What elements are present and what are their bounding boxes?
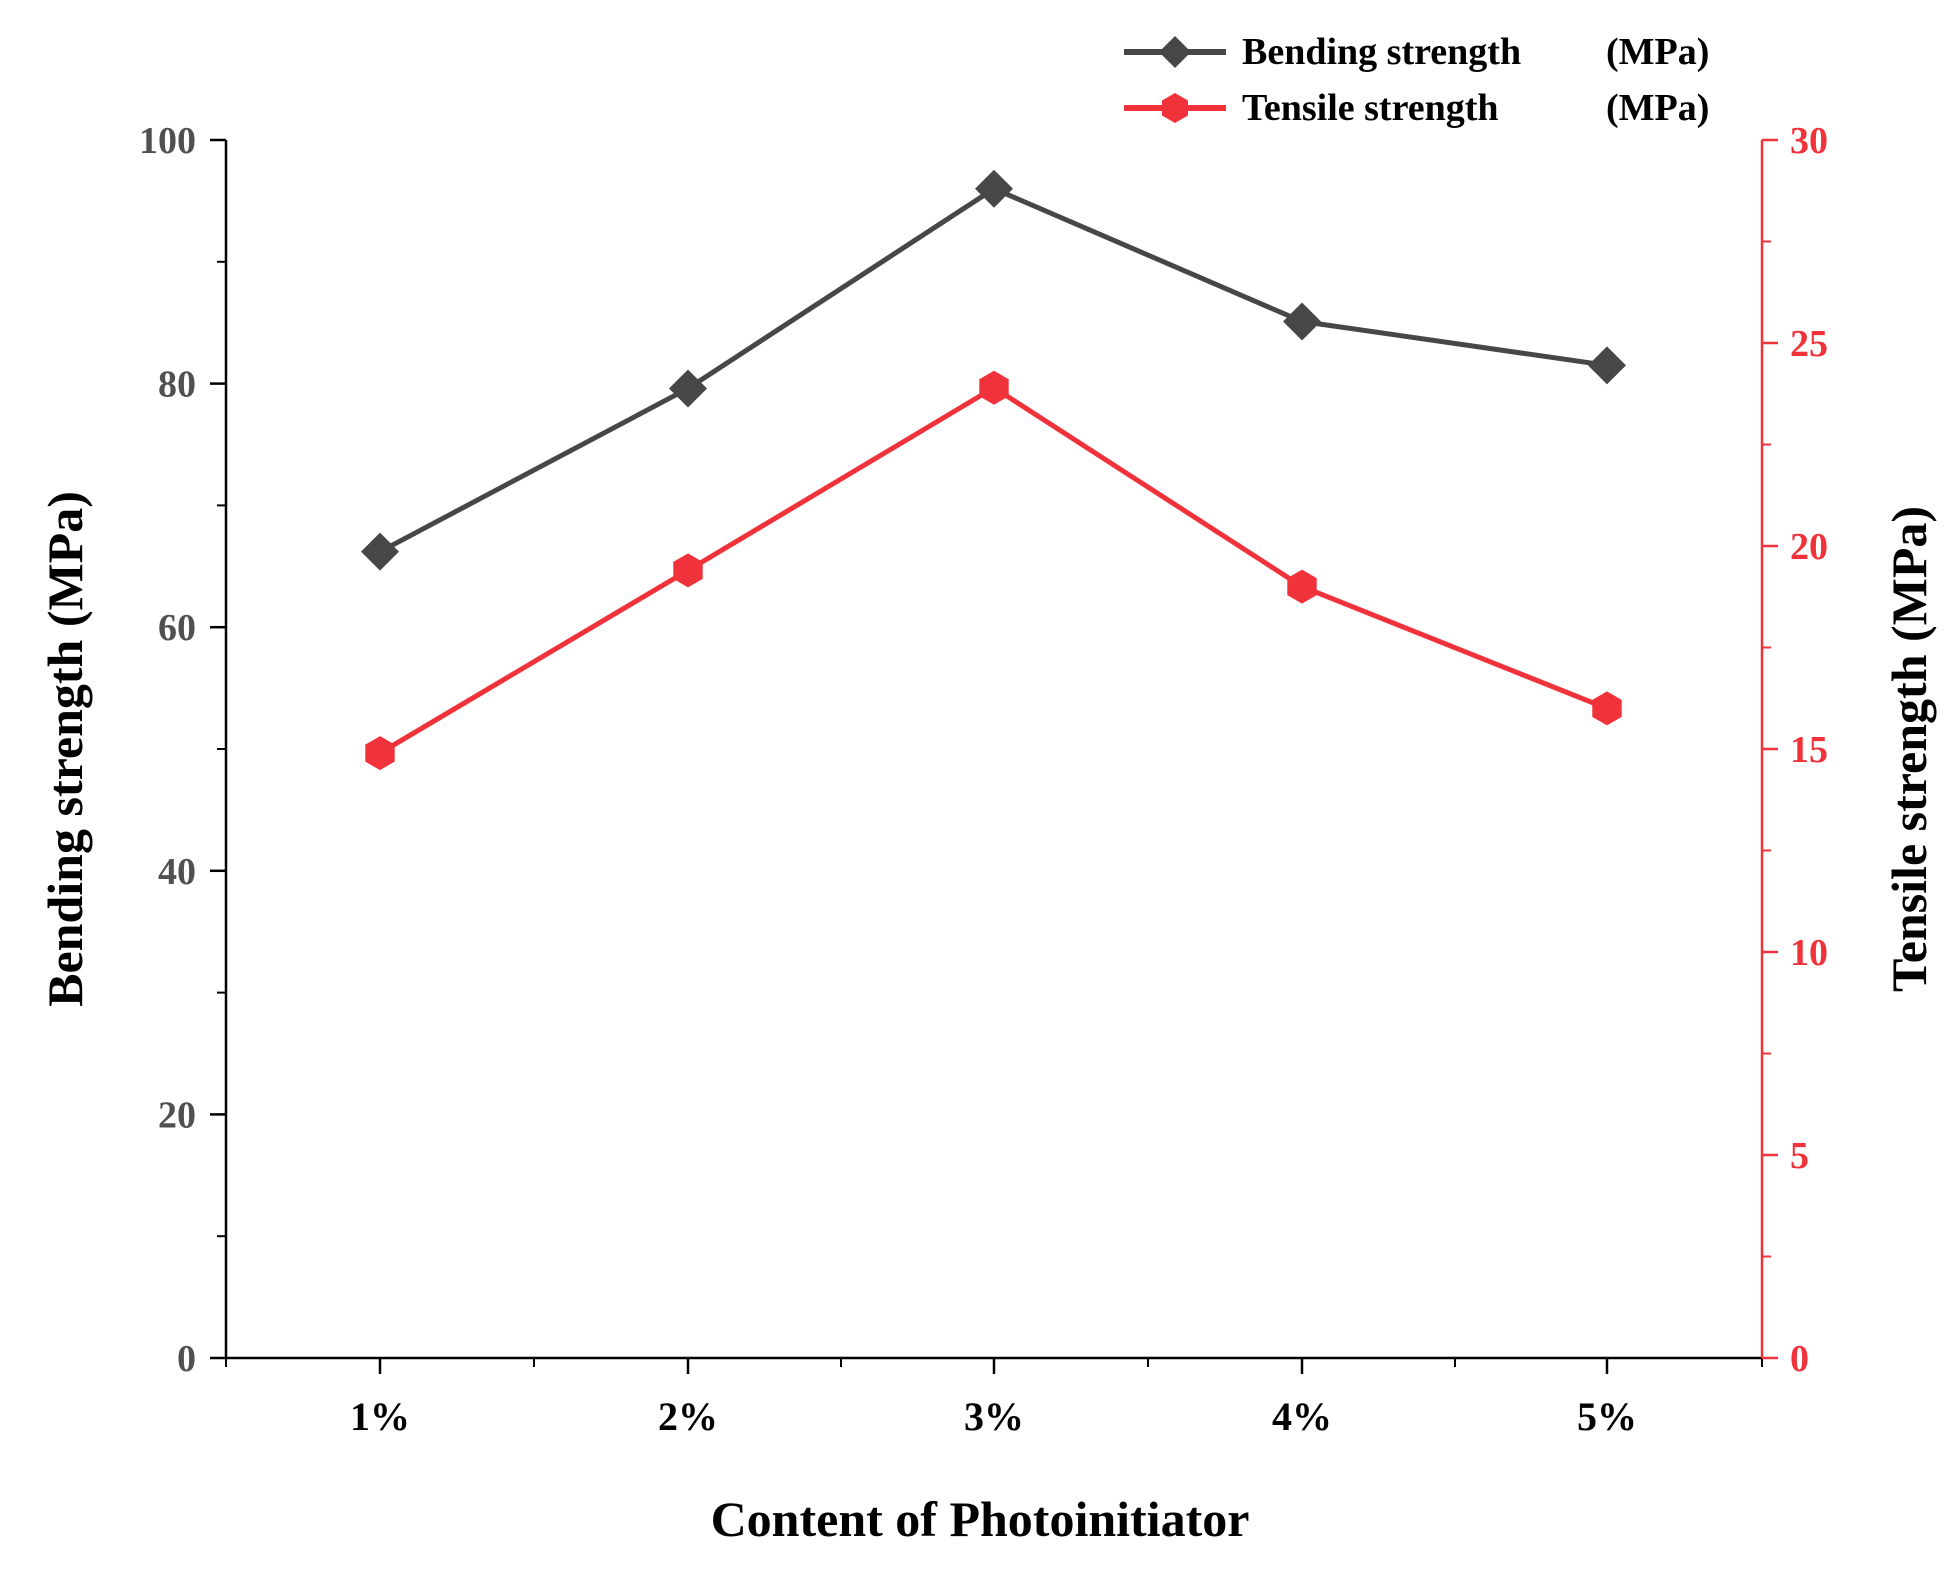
right-tick-label: 25 xyxy=(1790,323,1828,365)
data-point-bending xyxy=(975,169,1013,208)
x-tick-label: 4% xyxy=(1272,1394,1332,1439)
right-tick-label: 30 xyxy=(1790,120,1828,162)
right-tick-label: 5 xyxy=(1790,1135,1809,1177)
data-point-tensile xyxy=(365,736,395,771)
legend: Bending strength (MPa) Tensile strength … xyxy=(1124,31,1709,129)
left-axis-title: Bending strength (MPa) xyxy=(37,491,93,1007)
left-tick-label: 100 xyxy=(139,120,196,162)
data-point-bending xyxy=(669,369,707,408)
right-ticks: 0 5 10 15 20 25 30 xyxy=(1762,120,1828,1380)
data-point-tensile xyxy=(673,553,703,588)
legend-label-bending: Bending strength xyxy=(1242,31,1521,73)
left-tick-label: 40 xyxy=(158,851,196,893)
legend-unit-bending: (MPa) xyxy=(1606,31,1709,73)
right-tick-label: 0 xyxy=(1790,1338,1809,1380)
series-layer xyxy=(361,169,1626,771)
legend-item-tensile: Tensile strength (MPa) xyxy=(1124,87,1709,129)
data-point-tensile xyxy=(979,370,1009,405)
left-tick-label: 0 xyxy=(177,1338,196,1380)
x-tick-label: 2% xyxy=(658,1394,718,1439)
left-ticks: 0 20 40 60 80 100 xyxy=(139,120,226,1380)
legend-marker-bending xyxy=(1159,36,1191,68)
legend-unit-tensile: (MPa) xyxy=(1606,87,1709,129)
left-tick-label: 80 xyxy=(158,364,196,406)
left-tick-label: 20 xyxy=(158,1094,196,1136)
data-point-tensile xyxy=(1287,569,1317,604)
data-point-bending xyxy=(1283,302,1321,341)
series-line-bending xyxy=(378,186,1608,554)
legend-item-bending: Bending strength (MPa) xyxy=(1124,31,1709,73)
legend-label-tensile: Tensile strength xyxy=(1242,87,1499,129)
x-tick-label: 5% xyxy=(1577,1394,1637,1439)
legend-marker-tensile xyxy=(1162,93,1188,123)
x-ticks: 1% 2% 3% 4% 5% xyxy=(225,1358,1763,1439)
right-axis-title: Tensile strength (MPa) xyxy=(1881,506,1937,992)
series-line-tensile xyxy=(378,385,1608,756)
left-tick-label: 60 xyxy=(158,607,196,649)
data-point-tensile xyxy=(1592,691,1622,726)
data-point-bending xyxy=(361,532,399,571)
right-tick-label: 20 xyxy=(1790,526,1828,568)
right-tick-label: 15 xyxy=(1790,729,1828,771)
x-tick-label: 3% xyxy=(964,1394,1024,1439)
data-point-bending xyxy=(1588,346,1626,385)
x-tick-label: 1% xyxy=(350,1394,410,1439)
x-axis-title: Content of Photoinitiator xyxy=(711,1491,1250,1547)
right-tick-label: 10 xyxy=(1790,932,1828,974)
